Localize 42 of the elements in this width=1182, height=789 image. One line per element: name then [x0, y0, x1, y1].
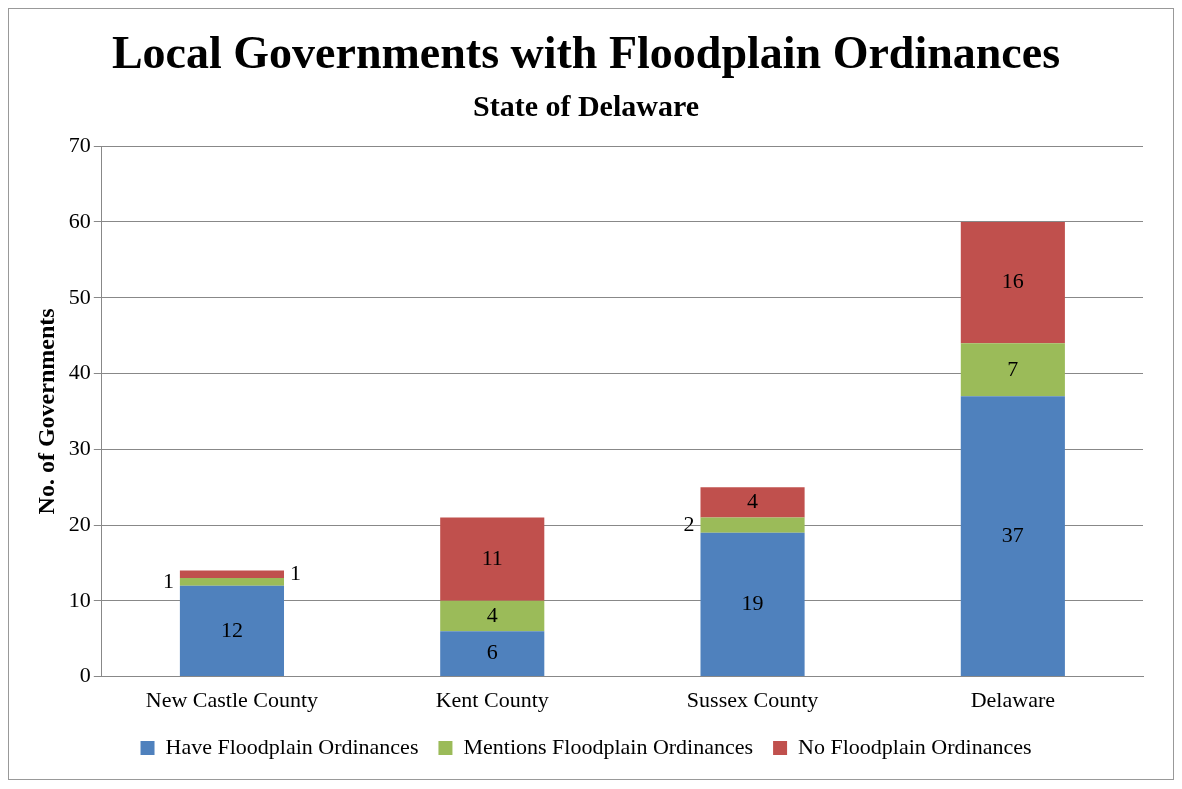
legend-label: Mentions Floodplain Ordinances: [463, 733, 754, 759]
y-tick-label: 10: [68, 586, 91, 612]
data-label: 12: [220, 616, 243, 642]
x-tick-label: Sussex County: [686, 686, 819, 712]
bar: [179, 578, 285, 586]
data-label: 1: [162, 567, 174, 593]
bar: [440, 600, 545, 632]
data-label: 4: [486, 601, 498, 627]
data-label: 37: [1001, 521, 1024, 547]
y-tick-label: 50: [68, 283, 91, 309]
bar: [960, 343, 1065, 397]
data-label: 6: [486, 639, 498, 665]
y-axis-title: No. of Governments: [32, 308, 59, 515]
bar: [700, 517, 805, 533]
y-tick-label: 20: [68, 510, 91, 536]
y-tick-label: 70: [68, 131, 91, 157]
bar: [960, 396, 1065, 677]
bar: [179, 585, 285, 677]
bar: [700, 532, 805, 677]
data-label: 4: [747, 488, 759, 514]
bar: [960, 221, 1065, 344]
data-label: 7: [1007, 355, 1019, 381]
x-tick-label: Kent County: [435, 686, 549, 712]
chart-subtitle: State of Delaware: [472, 88, 700, 122]
data-label: 1: [290, 560, 302, 586]
data-label: 16: [1001, 268, 1024, 294]
bar: [440, 517, 545, 601]
legend-label: No Floodplain Ordinances: [798, 733, 1032, 759]
bar: [700, 487, 805, 518]
data-label: 19: [741, 590, 764, 616]
bar: [440, 631, 545, 677]
data-label: 2: [683, 510, 695, 536]
y-tick-label: 30: [68, 435, 91, 461]
bar: [179, 570, 285, 579]
chart-title: Local Governments with Floodplain Ordinances: [111, 27, 1061, 79]
data-label: 11: [481, 544, 503, 570]
y-tick-label: 0: [79, 662, 91, 688]
x-tick-label: New Castle County: [145, 686, 319, 712]
x-tick-label: Delaware: [970, 686, 1055, 712]
legend-label: Have Floodplain Ordinances: [165, 733, 419, 759]
y-tick-label: 60: [68, 207, 91, 233]
y-tick-label: 40: [68, 359, 91, 385]
